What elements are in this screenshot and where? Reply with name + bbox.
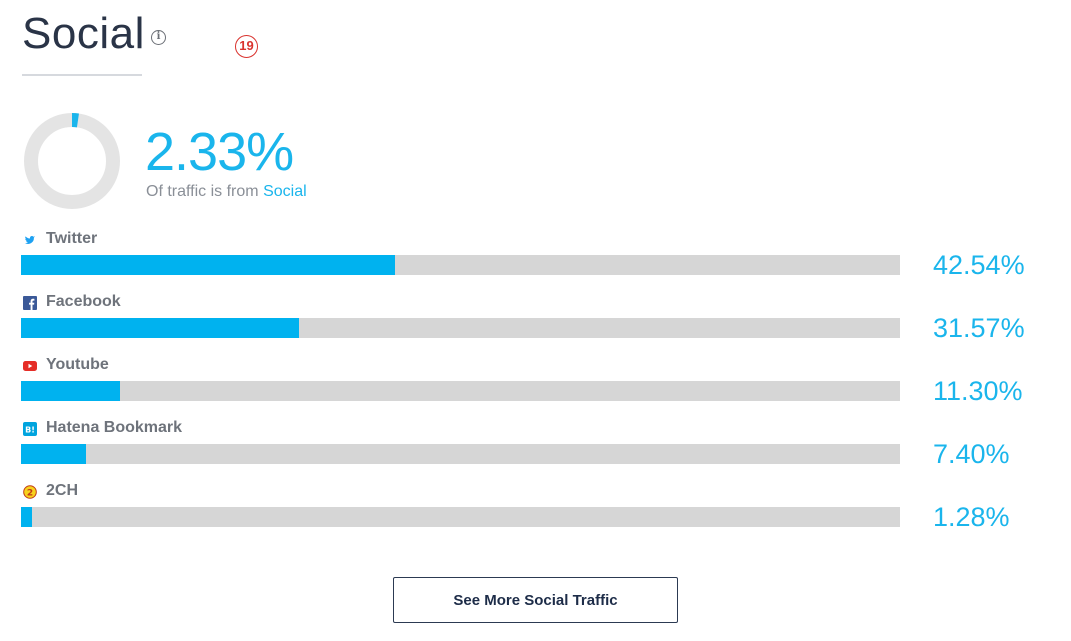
- channel-name: Facebook: [46, 293, 121, 310]
- channel-bar-track: [21, 507, 900, 527]
- channel-percent: 42.54%: [933, 250, 1025, 280]
- channel-name: Twitter: [46, 230, 98, 247]
- channel-row: Twitter 42.54%: [21, 230, 1051, 296]
- channel-bar-track: [21, 255, 900, 275]
- channel-percent: 1.28%: [933, 502, 1010, 532]
- channel-row: B! Hatena Bookmark 7.40%: [21, 419, 1051, 485]
- channel-percent: 31.57%: [933, 313, 1025, 343]
- channel-name: Hatena Bookmark: [46, 419, 183, 436]
- channel-percent: 7.40%: [933, 439, 1010, 469]
- twitter-icon: [23, 233, 37, 247]
- channel-bar-fill: [21, 507, 33, 527]
- youtube-icon: [23, 359, 37, 373]
- channel-row: 2 2CH 1.28%: [21, 482, 1051, 548]
- channel-bar-track: [21, 318, 900, 338]
- annotation-badge: 19: [235, 35, 258, 58]
- see-more-social-traffic-button[interactable]: See More Social Traffic: [393, 577, 678, 623]
- channel-bar-fill: [21, 255, 395, 275]
- 2ch-icon: 2: [23, 485, 37, 499]
- traffic-subtext: Of traffic is from Social: [146, 183, 307, 201]
- donut-fill: [24, 113, 120, 209]
- channel-percent: 11.30%: [933, 376, 1023, 406]
- facebook-icon: [23, 296, 37, 310]
- channel-row: Youtube 11.30%: [21, 356, 1051, 422]
- channel-row: Facebook 31.57%: [21, 293, 1051, 359]
- channel-bar-track: [21, 381, 900, 401]
- traffic-share-donut: [24, 113, 120, 209]
- channel-bar-track: [21, 444, 900, 464]
- hatena-bookmark-icon: B!: [23, 422, 37, 436]
- social-traffic-percent: 2.33%: [145, 122, 294, 182]
- channel-bar-fill: [21, 318, 299, 338]
- channel-name: 2CH: [46, 482, 79, 499]
- subtext-prefix: Of traffic is from: [146, 183, 264, 200]
- channel-name: Youtube: [46, 356, 109, 373]
- donut-track: [24, 113, 120, 209]
- info-icon[interactable]: i: [151, 30, 166, 45]
- subtext-highlight: Social: [263, 183, 307, 200]
- title-underline: [22, 74, 142, 76]
- svg-text:2: 2: [27, 489, 33, 499]
- channel-bar-fill: [21, 444, 87, 464]
- channel-bar-fill: [21, 381, 121, 401]
- page-title: Social: [22, 9, 145, 58]
- svg-text:B!: B!: [25, 426, 35, 435]
